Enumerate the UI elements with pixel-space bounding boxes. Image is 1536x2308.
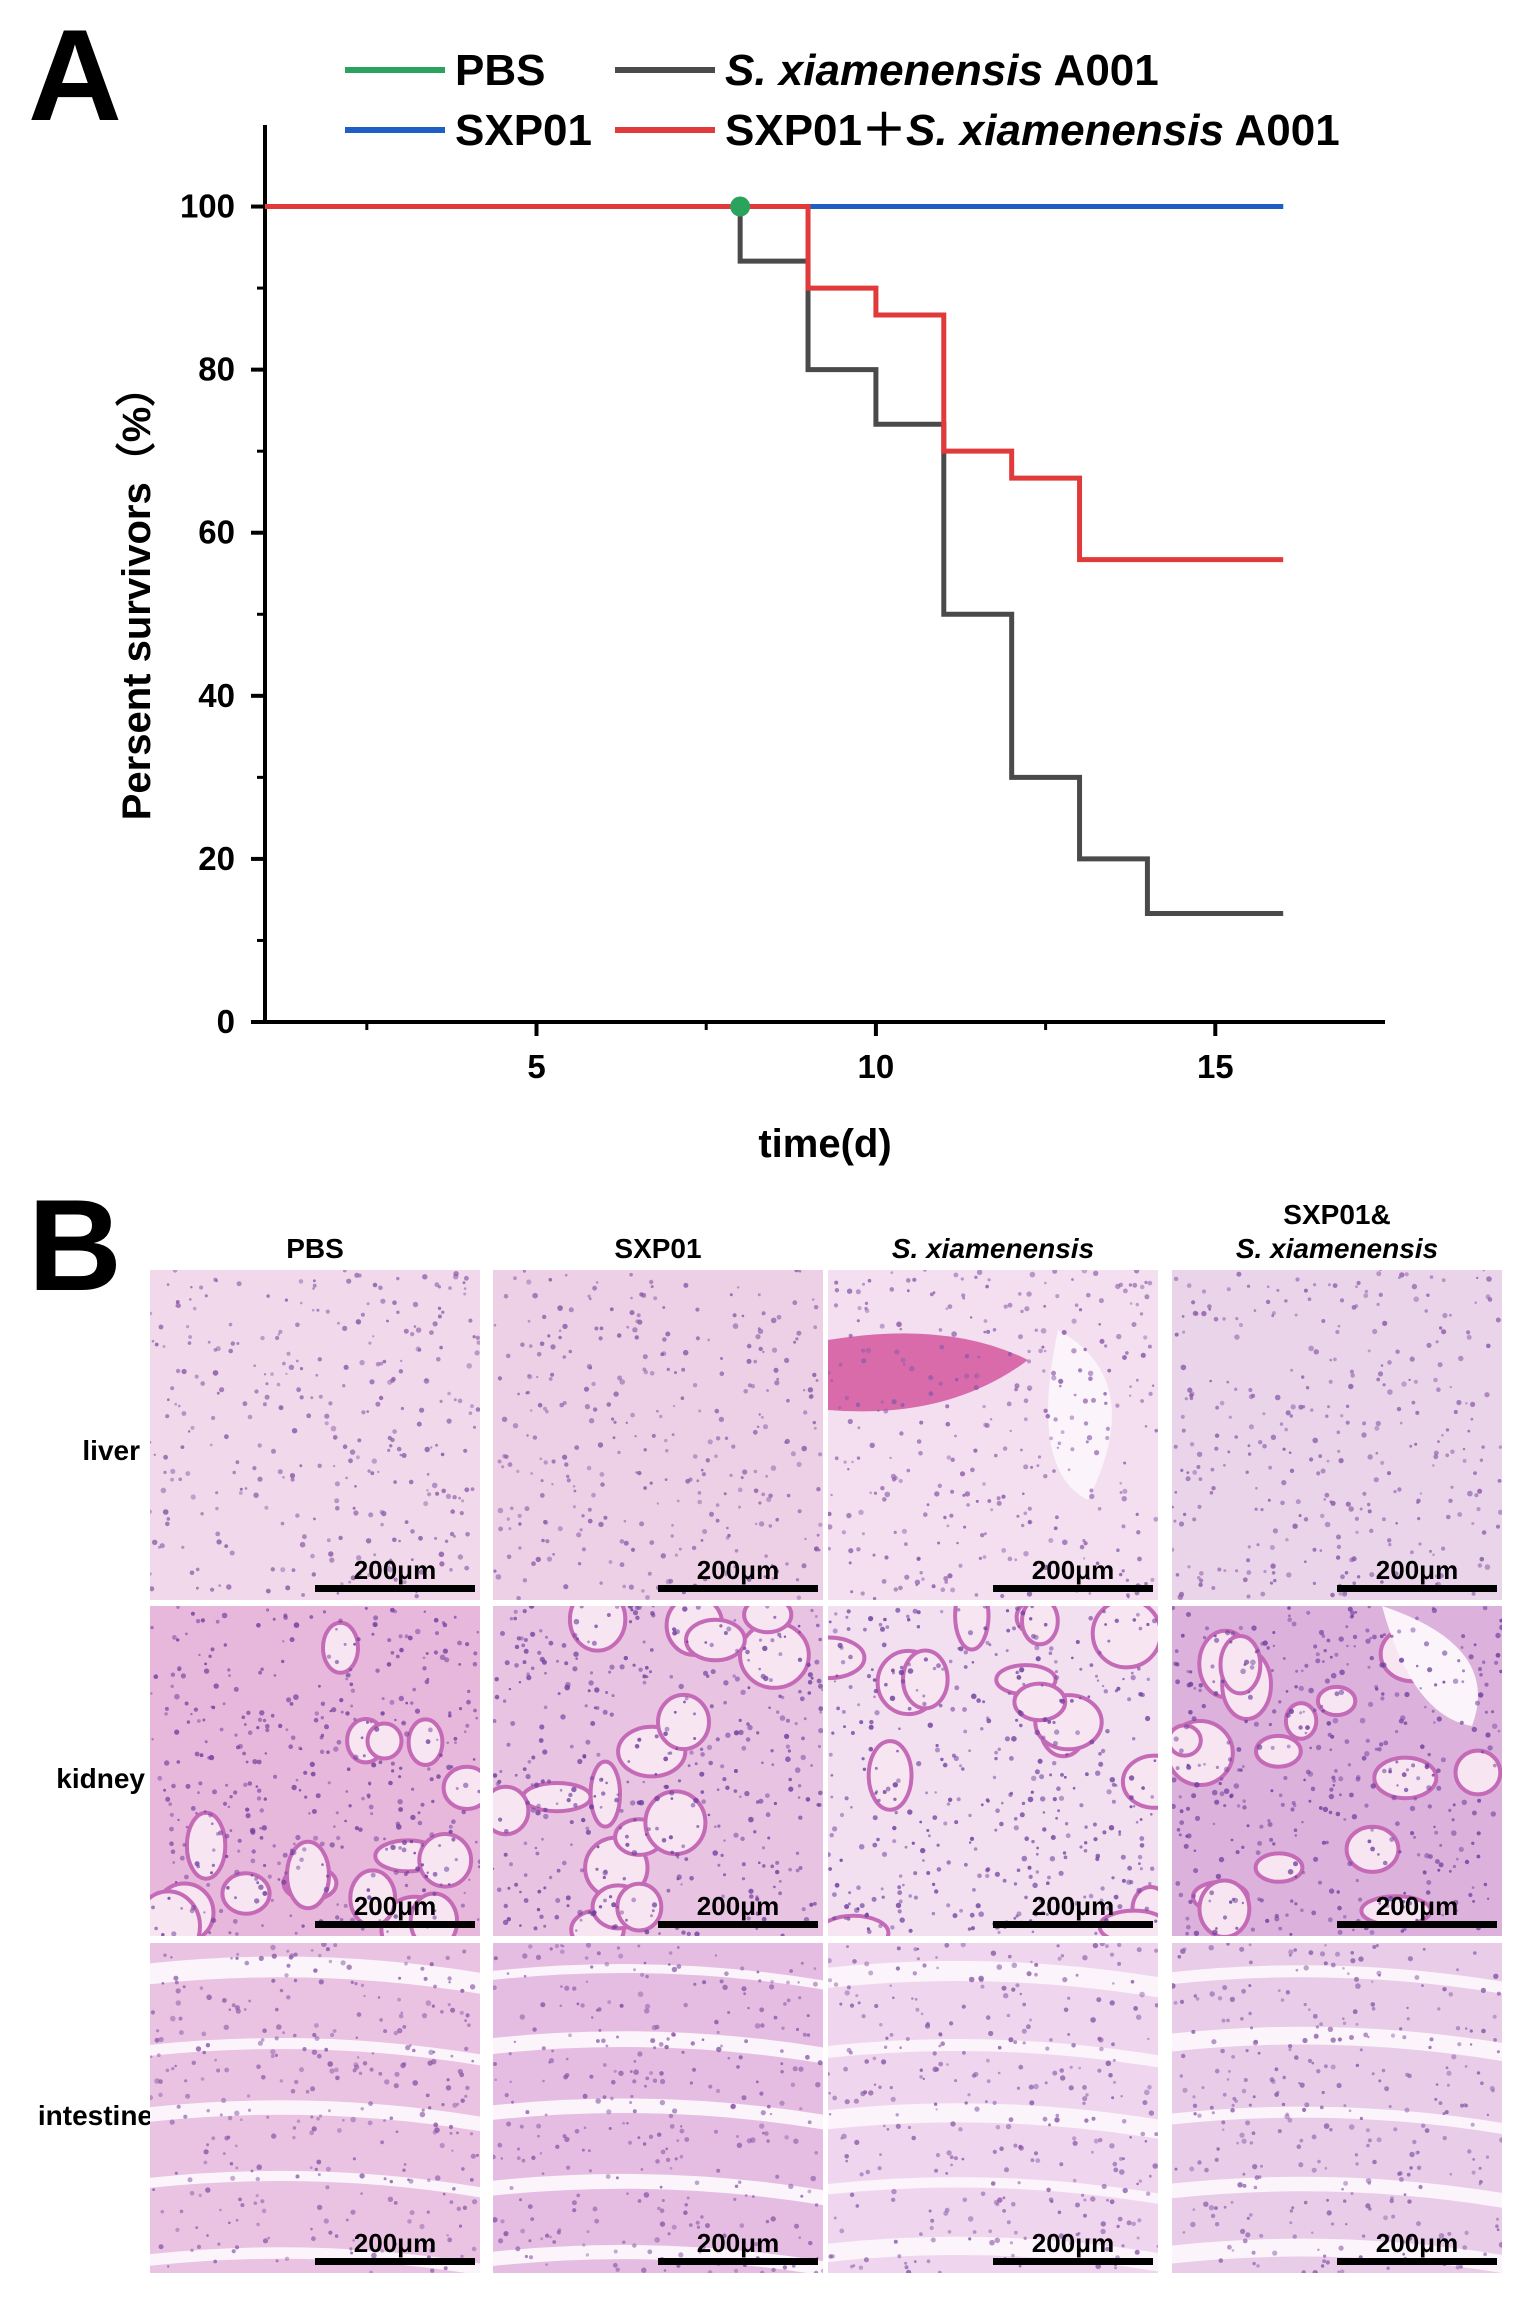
scale-bar-label: 200μm	[1375, 1555, 1459, 1585]
scale-bar	[658, 1921, 818, 1928]
scale-bar	[993, 1921, 1153, 1928]
legend-label-3: SXP01＋S. xiamenensis A001	[725, 106, 1340, 155]
histology-image-intestine-1	[150, 1943, 480, 2273]
scale-bar	[1337, 2258, 1497, 2265]
x-axis-label: time(d)	[758, 1122, 891, 1166]
histology-image-liver-3	[828, 1270, 1158, 1600]
col-title-sxp01: SXP01	[614, 1233, 702, 1264]
histology-image-liver-4	[1172, 1270, 1502, 1600]
row-label-kidney: kidney	[56, 1763, 145, 1794]
scale-bar-label: 200μm	[1031, 1555, 1115, 1585]
scale-bar	[1337, 1921, 1497, 1928]
y-axis-label: Persent survivors（%）	[115, 367, 159, 821]
row-label-intestine: intestine	[37, 2100, 153, 2131]
histology-image-intestine-4	[1172, 1943, 1502, 2273]
histology-image-liver-1	[150, 1270, 480, 1600]
y-tick-label-0: 0	[217, 1003, 235, 1040]
scale-bar	[658, 1585, 818, 1592]
series-line-3	[265, 204, 1284, 563]
scale-bar	[315, 1585, 475, 1592]
scale-bar	[658, 2258, 818, 2265]
legend-label-0: PBS	[455, 46, 545, 95]
scale-bar	[1337, 1585, 1497, 1592]
scale-bar-label: 200μm	[1031, 1891, 1115, 1921]
histology-image-intestine-2	[493, 1943, 823, 2273]
scale-bar	[993, 2258, 1153, 2265]
data-marker-0	[730, 196, 751, 217]
scale-bar	[315, 1921, 475, 1928]
x-tick-label-10: 10	[858, 1048, 895, 1085]
y-tick-label-20: 20	[198, 840, 235, 877]
y-tick-label-40: 40	[198, 677, 235, 714]
legend-label-2: SXP01	[455, 106, 592, 155]
x-tick-label-15: 15	[1197, 1048, 1234, 1085]
histology-image-kidney-1	[150, 1606, 480, 1936]
scale-bar-label: 200μm	[353, 2228, 437, 2258]
series-line-2	[265, 204, 1284, 917]
col-title-pbs: PBS	[286, 1233, 344, 1264]
scale-bar-label: 200μm	[696, 2228, 780, 2258]
panel-b-letter: B	[28, 1172, 122, 1318]
survival-chart: 0 20 40 60 80 100 5 10 15 time(d) Persent survivor…	[115, 46, 1385, 1166]
scale-bar-label: 200μm	[1375, 2228, 1459, 2258]
x-tick-label-5: 5	[527, 1048, 545, 1085]
scale-bar-label: 200μm	[696, 1891, 780, 1921]
histology-image-kidney-2	[493, 1606, 823, 1936]
scale-bar-label: 200μm	[1031, 2228, 1115, 2258]
y-tick-label-80: 80	[198, 351, 235, 388]
scale-bar	[993, 1585, 1153, 1592]
scale-bar	[315, 2258, 475, 2265]
histology-image-liver-2	[493, 1270, 823, 1600]
histology-image-kidney-3	[828, 1606, 1158, 1936]
col-title-combo-line1: SXP01&	[1283, 1199, 1391, 1230]
histology-image-intestine-3	[828, 1943, 1158, 2273]
legend-label-1: S. xiamenensis A001	[725, 46, 1159, 95]
scale-bar-label: 200μm	[353, 1555, 437, 1585]
col-title-s-xiamenensis: S. xiamenensis	[891, 1233, 1095, 1264]
y-tick-label-60: 60	[198, 514, 235, 551]
scale-bar-label: 200μm	[1375, 1891, 1459, 1921]
y-tick-label-100: 100	[180, 188, 235, 225]
row-label-liver: liver	[82, 1435, 140, 1466]
scale-bar-label: 200μm	[696, 1555, 780, 1585]
panel-a-letter: A	[28, 2, 122, 148]
histology-image-kidney-4	[1172, 1606, 1502, 1936]
scale-bar-label: 200μm	[353, 1891, 437, 1921]
col-title-combo-line2: S. xiamenensis	[1235, 1233, 1439, 1264]
